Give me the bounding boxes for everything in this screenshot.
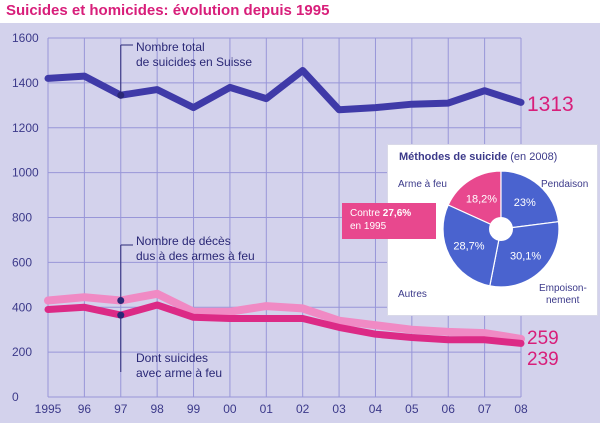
callout-total-suicides-marker (117, 92, 124, 99)
x-tick-label: 07 (478, 402, 492, 416)
callout-total-suicides-line: Nombre total (136, 40, 205, 54)
callout-firearm-deaths-line: dus à des armes à feu (136, 249, 255, 263)
pie-value-label: 23% (514, 197, 536, 209)
y-tick-label: 1600 (12, 31, 39, 45)
x-tick-label: 05 (405, 402, 419, 416)
x-tick-label: 97 (114, 402, 128, 416)
x-tick-label: 04 (369, 402, 383, 416)
callout-firearm-suicides-line: avec arme à feu (136, 366, 222, 380)
end-value-firearm-suicides: 239 (527, 349, 559, 370)
y-tick-label: 0 (12, 390, 19, 404)
y-tick-label: 600 (12, 255, 32, 269)
callout-total-suicides-line: de suicides en Suisse (136, 55, 252, 69)
callout-firearm-deaths-marker (117, 297, 124, 304)
callout-firearm-suicides-line: Dont suicides (136, 351, 208, 365)
y-tick-label: 1200 (12, 121, 39, 135)
suicide-methods-panel: Méthodes de suicide (en 2008) Arme à feu… (387, 144, 598, 316)
x-tick-label: 99 (187, 402, 201, 416)
end-value-firearm-deaths: 259 (527, 328, 559, 349)
pie-chart: 18,2% 23% 30,1% 28,7% (388, 145, 599, 317)
x-tick-label: 00 (223, 402, 237, 416)
callout-firearm-suicides-marker (117, 312, 124, 319)
x-tick-label: 03 (332, 402, 346, 416)
x-tick-label: 02 (296, 402, 310, 416)
x-tick-label: 08 (514, 402, 528, 416)
y-tick-label: 800 (12, 211, 32, 225)
pie-value-label: 18,2% (466, 194, 497, 206)
pie-value-label: 30,1% (510, 250, 541, 262)
x-tick-label: 96 (78, 402, 92, 416)
x-tick-label: 1995 (35, 402, 62, 416)
y-tick-label: 1000 (12, 166, 39, 180)
callout-firearm-deaths-line: Nombre de décès (136, 234, 231, 248)
y-tick-label: 200 (12, 345, 32, 359)
end-value-total: 1313 (527, 93, 574, 116)
pie-hole (489, 217, 513, 241)
x-tick-label: 01 (260, 402, 274, 416)
x-tick-label: 06 (442, 402, 456, 416)
y-tick-label: 1400 (12, 76, 39, 90)
y-tick-label: 400 (12, 300, 32, 314)
chart-title: Suicides et homicides: évolution depuis … (6, 2, 329, 19)
x-tick-label: 98 (150, 402, 164, 416)
pie-value-label: 28,7% (453, 240, 484, 252)
